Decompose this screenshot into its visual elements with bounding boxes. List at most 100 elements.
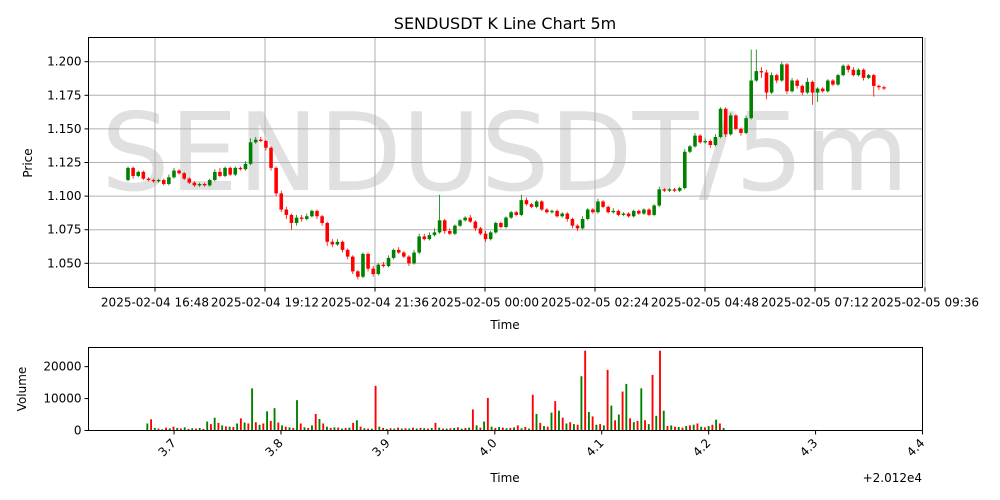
candle-body	[172, 170, 176, 178]
candle-body	[882, 87, 886, 89]
volume-x-tick-label: 4.1	[583, 436, 606, 459]
candle-body	[509, 212, 513, 218]
candle-body	[376, 264, 381, 275]
price-x-tick-label: 2025-02-05 04:48	[651, 296, 759, 310]
price-x-label: Time	[489, 318, 519, 332]
volume-bar	[340, 428, 343, 431]
candle-body	[800, 85, 805, 93]
candle-body	[591, 209, 595, 213]
candle-body	[611, 210, 616, 213]
price-y-tick-label: 1.100	[47, 189, 81, 203]
volume-bar	[217, 422, 220, 431]
volume-bar	[389, 428, 392, 431]
volume-bar	[621, 391, 624, 431]
candle-body	[693, 135, 697, 147]
volume-bar	[617, 414, 620, 431]
volume-bar	[157, 428, 160, 431]
candle-body	[422, 236, 427, 240]
volume-bar	[393, 428, 396, 431]
volume-bar	[528, 428, 530, 431]
candle-body	[223, 167, 227, 176]
volume-bar	[288, 427, 291, 431]
candle-body	[667, 189, 672, 191]
candle-body	[294, 217, 299, 223]
volume-bar	[606, 369, 609, 431]
candle-body	[534, 201, 539, 207]
volume-bar	[614, 420, 617, 431]
volume-bar	[221, 425, 224, 431]
volume-bar	[509, 427, 512, 431]
volume-bar	[337, 427, 340, 431]
volume-y-tick-label: 10000	[43, 392, 81, 406]
candle-body	[248, 142, 253, 164]
volume-bar	[378, 426, 381, 431]
candle-body	[213, 171, 217, 180]
candle-body	[841, 65, 845, 76]
volume-bar	[273, 408, 276, 431]
volume-bar	[415, 428, 418, 431]
volume-bar	[258, 424, 261, 431]
volume-bar	[191, 428, 194, 431]
candle-body	[126, 167, 130, 180]
volume-bar	[468, 427, 471, 431]
price-y-tick-label: 1.050	[47, 256, 81, 270]
volume-bar	[554, 401, 557, 431]
candles	[126, 49, 886, 280]
volume-bar	[195, 428, 197, 431]
candle-body	[361, 253, 365, 277]
volume-bar	[479, 427, 482, 431]
candle-body	[790, 80, 794, 92]
candle-body	[785, 64, 789, 92]
candle-body	[463, 217, 467, 221]
candle-body	[131, 167, 135, 176]
candle-body	[417, 236, 421, 253]
volume-bar	[692, 424, 695, 431]
volume-bar	[284, 426, 287, 431]
volume-bar	[629, 418, 632, 431]
candle-body	[315, 210, 319, 217]
candle-body	[269, 147, 273, 168]
candle-body	[504, 217, 508, 228]
volume-bar	[595, 424, 598, 431]
candle-body	[488, 232, 493, 240]
volume-bar	[460, 428, 463, 431]
volume-bar	[662, 410, 665, 431]
candle-body	[774, 75, 779, 81]
volume-bar	[232, 426, 235, 431]
volume-bar	[359, 426, 362, 431]
volume-bar	[183, 427, 186, 431]
volume-bar	[610, 405, 613, 431]
volume-panel: 0 10000 20000 3.7 3.8 3.9 4.0 4.1 4.2 4.3 4.4 +2.…	[15, 347, 927, 485]
candle-body	[545, 209, 549, 213]
price-y-ticks: 1.050 1.075 1.100 1.125 1.150 1.175 1.200	[47, 55, 89, 270]
price-y-tick-label: 1.150	[47, 122, 81, 136]
price-x-tick-label: 2025-02-05 07:12	[761, 296, 869, 310]
volume-axes-frame	[88, 347, 923, 431]
volume-bar	[494, 427, 497, 431]
volume-bar	[602, 425, 605, 431]
candle-body	[677, 188, 682, 191]
volume-bar	[277, 422, 280, 431]
candle-body	[279, 193, 284, 210]
candle-body	[826, 80, 830, 92]
volume-bar	[591, 416, 594, 431]
candle-body	[274, 167, 278, 194]
volume-bar	[434, 422, 437, 431]
volume-bar	[438, 427, 441, 431]
volume-x-tick-label: 4.3	[797, 436, 820, 459]
volume-bar	[266, 411, 268, 431]
volume-x-tick-label: 3.7	[156, 436, 179, 459]
volume-bar	[172, 426, 175, 431]
candle-body	[177, 170, 181, 174]
chart-title: SENDUSDT K Line Chart 5m	[394, 14, 616, 33]
candle-body	[616, 210, 621, 215]
volume-bar	[303, 427, 306, 431]
candle-body	[381, 264, 386, 266]
candle-body	[657, 189, 662, 206]
candle-body	[259, 139, 263, 141]
volume-bar	[513, 427, 515, 431]
volume-bar	[344, 427, 347, 431]
volume-bar	[711, 424, 714, 431]
volume-bar	[206, 421, 209, 431]
